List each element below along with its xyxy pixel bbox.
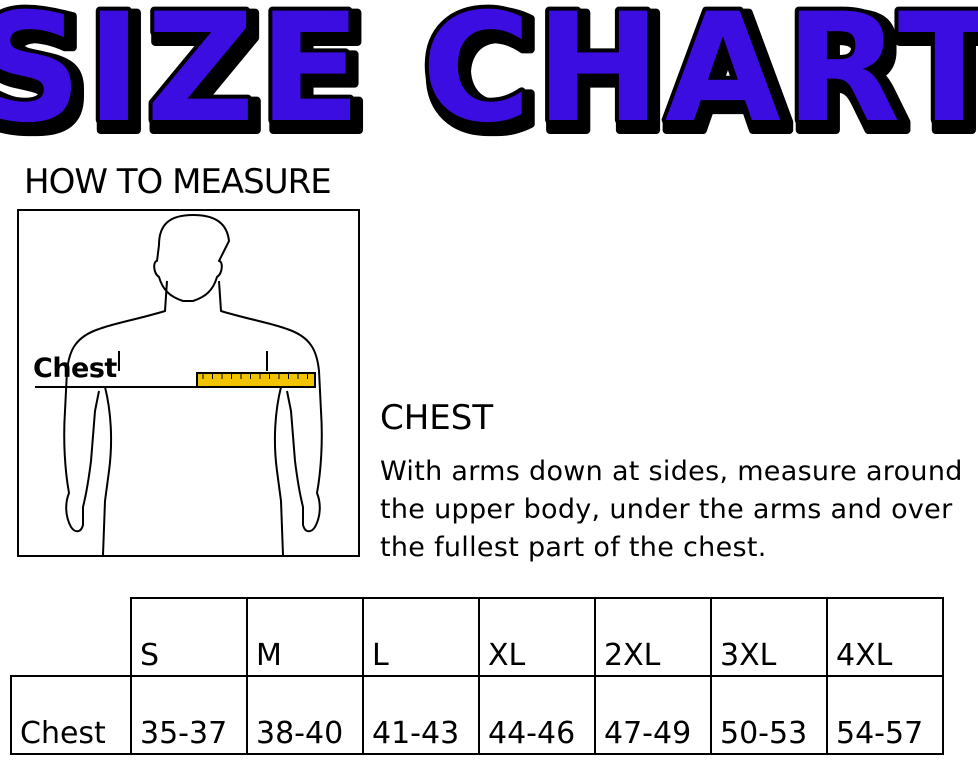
size-header-cell: L <box>362 597 480 677</box>
value-cell: 38-40 <box>246 675 364 755</box>
value-cell: 41-43 <box>362 675 480 755</box>
size-header-row: S M L XL 2XL 3XL 4XL <box>11 597 944 677</box>
size-header-cell: M <box>246 597 364 677</box>
size-header-cell: S <box>130 597 248 677</box>
body-outline-illustration <box>35 214 323 556</box>
title-text: SIZE CHART <box>0 0 978 142</box>
size-header-cell: 2XL <box>594 597 712 677</box>
size-header-cell: 4XL <box>826 597 944 677</box>
value-cell: 54-57 <box>826 675 944 755</box>
size-header-cell: XL <box>478 597 596 677</box>
how-to-measure-heading: HOW TO MEASURE <box>24 162 332 202</box>
value-cell: 35-37 <box>130 675 248 755</box>
table-row: Chest 35-37 38-40 41-43 44-46 47-49 50-5… <box>10 675 944 755</box>
chest-description: With arms down at sides, measure around … <box>380 456 963 563</box>
empty-corner-cell <box>11 598 131 677</box>
row-label-cell: Chest <box>10 675 132 755</box>
value-cell: 44-46 <box>478 675 596 755</box>
measuring-tape <box>196 372 316 388</box>
size-header-cell: 3XL <box>710 597 828 677</box>
measurement-figure: Chest <box>17 209 360 557</box>
size-table: S M L XL 2XL 3XL 4XL Chest 35-37 38-40 4… <box>10 597 944 755</box>
chest-figure-label: Chest <box>33 353 117 384</box>
value-cell: 50-53 <box>710 675 828 755</box>
value-cell: 47-49 <box>594 675 712 755</box>
size-chart-title: SIZE CHART <box>0 0 978 142</box>
chest-heading: CHEST <box>380 398 494 438</box>
